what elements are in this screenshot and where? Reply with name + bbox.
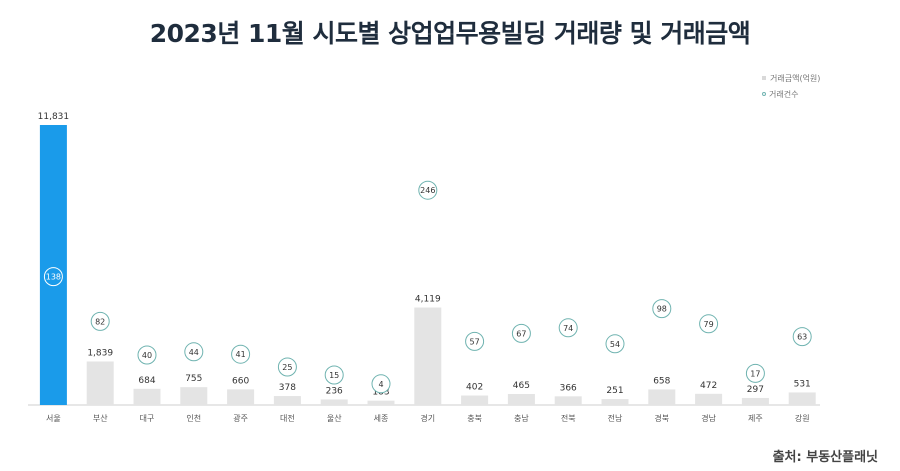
bar-value-label-5: 378 xyxy=(279,383,296,393)
count-marker-1 xyxy=(90,311,110,331)
legend-label-count: 거래건수 xyxy=(769,89,799,99)
bar-8 xyxy=(414,307,442,405)
bar-value-label-0: 11,831 xyxy=(38,112,70,122)
legend-item-amount: 거래금액(억원) xyxy=(762,70,820,86)
bar-3 xyxy=(180,387,208,405)
bar-value-label-12: 251 xyxy=(606,386,623,396)
x-tick-label-2: 대구 xyxy=(140,414,155,423)
bar-7 xyxy=(367,400,395,405)
count-marker-3 xyxy=(184,342,204,362)
bar-13 xyxy=(648,389,676,405)
count-marker-0 xyxy=(43,267,63,287)
bar-1 xyxy=(86,361,114,405)
count-marker-11 xyxy=(558,318,578,338)
count-marker-9 xyxy=(465,331,485,351)
count-label-13: 98 xyxy=(657,305,667,314)
x-tick-label-0: 서울 xyxy=(46,414,61,423)
bar-15 xyxy=(741,397,769,405)
count-label-9: 57 xyxy=(470,337,480,346)
x-tick-label-1: 부산 xyxy=(93,413,108,423)
count-label-16: 63 xyxy=(797,333,807,342)
source-credit: 출처: 부동산플래닛 xyxy=(772,450,878,465)
bar-5 xyxy=(273,396,301,405)
count-label-6: 15 xyxy=(329,371,339,380)
x-tick-label-7: 세종 xyxy=(374,414,389,423)
count-marker-15 xyxy=(745,363,765,383)
bar-value-label-2: 684 xyxy=(138,376,155,386)
legend: 거래금액(억원) 거래건수 xyxy=(762,70,820,102)
bar-value-label-6: 236 xyxy=(326,386,343,396)
count-label-10: 67 xyxy=(516,329,526,338)
bar-11 xyxy=(554,396,582,405)
count-marker-10 xyxy=(511,323,531,343)
bar-value-label-11: 366 xyxy=(560,383,577,393)
count-marker-2 xyxy=(137,345,157,365)
bar-14 xyxy=(695,393,723,405)
count-marker-6 xyxy=(324,365,344,385)
bar-16 xyxy=(788,392,816,405)
x-tick-label-14: 경남 xyxy=(701,413,716,423)
count-label-0: 138 xyxy=(46,273,61,282)
bar-value-label-10: 465 xyxy=(513,381,530,391)
legend-item-count: 거래건수 xyxy=(762,86,820,102)
x-tick-label-5: 대전 xyxy=(280,413,295,423)
count-marker-13 xyxy=(652,299,672,319)
count-marker-4 xyxy=(231,344,251,364)
count-marker-16 xyxy=(792,327,812,347)
x-tick-label-4: 광주 xyxy=(233,413,248,423)
count-marker-12 xyxy=(605,334,625,354)
count-label-4: 41 xyxy=(236,350,246,359)
count-label-14: 79 xyxy=(704,320,714,329)
bar-0 xyxy=(39,125,67,405)
bar-12 xyxy=(601,399,629,405)
x-tick-label-3: 인천 xyxy=(186,413,201,423)
x-tick-label-8: 경기 xyxy=(420,413,435,423)
legend-label-amount: 거래금액(억원) xyxy=(770,73,821,83)
x-tick-label-9: 충북 xyxy=(467,414,482,423)
x-tick-label-13: 경북 xyxy=(654,413,669,423)
bar-value-label-16: 531 xyxy=(794,379,811,389)
bar-4 xyxy=(227,389,255,405)
bar-10 xyxy=(507,393,535,405)
bar-9 xyxy=(461,395,489,405)
count-label-11: 74 xyxy=(563,324,573,333)
x-tick-label-11: 전북 xyxy=(561,413,576,423)
bar-value-label-8: 4,119 xyxy=(415,295,441,305)
bar-value-label-15: 297 xyxy=(747,385,764,395)
count-label-2: 40 xyxy=(142,351,152,360)
count-marker-7 xyxy=(371,374,391,394)
count-label-15: 17 xyxy=(750,369,760,378)
count-marker-14 xyxy=(699,314,719,334)
bar-2 xyxy=(133,388,161,405)
count-label-3: 44 xyxy=(189,348,199,357)
bar-value-label-14: 472 xyxy=(700,381,717,391)
count-marker-8 xyxy=(418,180,438,200)
x-tick-label-10: 충남 xyxy=(514,414,529,423)
x-tick-label-12: 전남 xyxy=(608,413,623,423)
count-label-12: 54 xyxy=(610,340,620,349)
bar-value-label-1: 1,839 xyxy=(87,348,113,358)
x-tick-label-6: 울산 xyxy=(327,413,342,423)
count-label-5: 25 xyxy=(282,363,292,372)
count-label-1: 82 xyxy=(95,317,105,326)
bar-value-label-9: 402 xyxy=(466,382,483,392)
chart-title: 2023년 11월 시도별 상업업무용빌딩 거래량 및 거래금액 xyxy=(149,19,751,48)
bar-value-label-4: 660 xyxy=(232,376,249,386)
count-label-7: 4 xyxy=(378,380,383,389)
count-marker-5 xyxy=(277,357,297,377)
x-tick-label-16: 강원 xyxy=(795,413,810,423)
bar-6 xyxy=(320,399,348,405)
count-label-8: 246 xyxy=(420,186,435,195)
bar-value-label-3: 755 xyxy=(185,374,202,384)
bar-value-label-13: 658 xyxy=(653,376,670,386)
legend-swatch-count xyxy=(762,92,766,96)
x-tick-label-15: 제주 xyxy=(748,414,763,423)
legend-swatch-amount xyxy=(762,76,766,80)
